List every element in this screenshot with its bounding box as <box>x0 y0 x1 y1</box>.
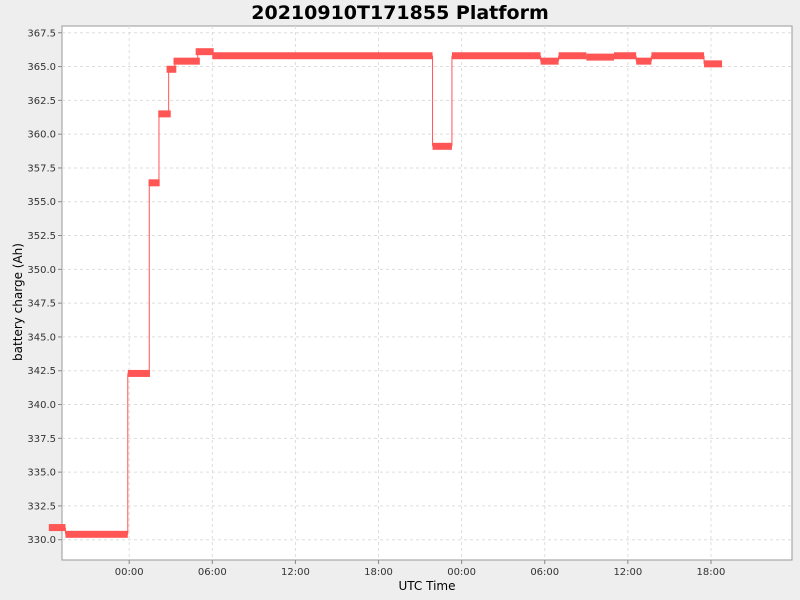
y-tick-label: 350.0 <box>27 265 56 276</box>
data-point-segment <box>127 369 150 377</box>
y-tick-label: 355.0 <box>27 197 56 208</box>
x-tick-label: 00:00 <box>447 567 476 578</box>
data-point-segment <box>614 52 637 60</box>
y-tick-label: 360.0 <box>27 130 56 141</box>
y-axis: 330.0 332.5 335.0 337.5 340.0 342.5 345.0 347.5… <box>27 28 62 546</box>
chart-title: 20210910T171855 Platform <box>251 2 549 24</box>
plot-area <box>61 25 793 561</box>
y-tick-label: 335.0 <box>27 468 56 479</box>
data-point-segment <box>212 52 433 60</box>
y-tick-label: 342.5 <box>27 366 56 377</box>
x-tick-label: 06:00 <box>198 567 227 578</box>
data-point-segment <box>558 52 587 60</box>
data-point-segment <box>48 524 66 532</box>
data-point-segment <box>651 52 705 60</box>
data-point-segment <box>704 60 723 68</box>
y-tick-label: 332.5 <box>27 501 56 512</box>
data-point-segment <box>586 53 615 61</box>
x-tick-label: 18:00 <box>364 567 393 578</box>
y-tick-label: 365.0 <box>27 62 56 73</box>
data-point-segment <box>148 179 160 187</box>
y-axis-label: battery charge (Ah) <box>11 243 25 361</box>
x-tick-label: 12:00 <box>613 567 642 578</box>
y-tick-label: 362.5 <box>27 96 56 107</box>
y-tick-label: 337.5 <box>27 434 56 445</box>
x-tick-label: 12:00 <box>281 567 310 578</box>
x-tick-label: 18:00 <box>697 567 726 578</box>
x-axis-label: UTC Time <box>399 579 456 593</box>
x-tick-label: 00:00 <box>115 567 144 578</box>
grid-layer <box>62 26 792 560</box>
y-tick-label: 357.5 <box>27 163 56 174</box>
data-point-segment <box>195 48 214 56</box>
data-point-segment <box>636 57 652 65</box>
data-point-segment <box>540 57 559 65</box>
data-point-segment <box>173 57 200 65</box>
y-tick-label: 340.0 <box>27 400 56 411</box>
y-tick-label: 352.5 <box>27 231 56 242</box>
x-axis: 00:00 06:00 12:00 18:00 00:00 06:00 12:00 18:00 <box>115 560 726 578</box>
data-point-segment <box>451 52 541 60</box>
y-tick-label: 347.5 <box>27 299 56 310</box>
data-point-segment <box>432 142 452 150</box>
x-tick-label: 06:00 <box>530 567 559 578</box>
y-tick-label: 345.0 <box>27 332 56 343</box>
data-point-segment <box>158 110 171 118</box>
data-point-segment <box>166 65 177 73</box>
data-point-segment <box>65 530 128 538</box>
series-layer <box>48 48 723 538</box>
y-tick-label: 330.0 <box>27 535 56 546</box>
y-tick-label: 367.5 <box>27 28 56 39</box>
